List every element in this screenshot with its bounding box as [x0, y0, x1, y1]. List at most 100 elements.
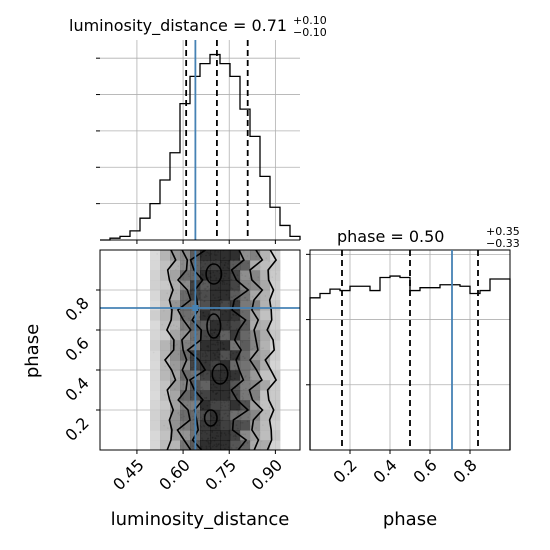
joint-density-cell	[150, 420, 161, 431]
joint-density-cell	[220, 310, 231, 321]
joint-density-cell	[150, 330, 161, 341]
joint-density-cell	[170, 280, 181, 291]
joint-density-cell	[220, 380, 231, 391]
joint-density-cell	[200, 270, 211, 281]
joint-density-cell	[180, 320, 191, 331]
phase-quantile-lines	[341, 250, 479, 450]
joint-density-cell	[170, 250, 181, 261]
joint-density-cell	[200, 320, 211, 331]
joint-density-cell	[260, 310, 271, 321]
joint-density-cell	[250, 250, 261, 261]
joint-density-cell	[210, 260, 221, 271]
joint-density-cell	[240, 370, 251, 381]
joint-density-cell	[160, 320, 171, 331]
joint-density-cell	[230, 270, 241, 281]
joint-contour-line	[163, 250, 177, 450]
joint-density-cell	[200, 280, 211, 291]
joint-density-cell	[230, 440, 241, 450]
joint-density-cell	[240, 350, 251, 361]
joint-density-cell	[250, 390, 261, 401]
joint-density-cell	[230, 400, 241, 411]
joint-density-cell	[240, 280, 251, 291]
joint-density-cell	[210, 300, 221, 311]
joint-density-cell	[270, 440, 281, 450]
joint-density-cell	[270, 350, 281, 361]
joint-density-cell	[220, 370, 231, 381]
joint-density-cell	[260, 300, 271, 311]
joint-density-cell	[150, 410, 161, 421]
joint-density-cell	[270, 360, 281, 371]
joint-density-cell	[230, 310, 241, 321]
joint-density-cell	[150, 290, 161, 301]
joint-density-cell	[160, 270, 171, 281]
joint-density-cell	[160, 340, 171, 351]
joint-contour-line	[264, 250, 278, 450]
joint-contour-line	[230, 250, 250, 450]
joint-density-cell	[230, 330, 241, 341]
joint-density-cell	[220, 400, 231, 411]
joint-density-cell	[260, 290, 271, 301]
joint-density-cell	[180, 340, 191, 351]
joint-density-cell	[150, 430, 161, 441]
joint-density-cell	[230, 360, 241, 371]
joint-density-cell	[170, 320, 181, 331]
joint-density-cell	[240, 420, 251, 431]
joint-density-cell	[150, 440, 161, 450]
ld-title: luminosity_distance = 0.71	[69, 16, 287, 36]
joint-density-cell	[210, 370, 221, 381]
joint-density-cell	[200, 370, 211, 381]
joint-density-cell	[160, 350, 171, 361]
ld-hist-steps	[100, 53, 301, 241]
joint-density-cell	[270, 380, 281, 391]
joint-density-cell	[250, 350, 261, 361]
joint-density-cell	[240, 270, 251, 281]
joint-density-cell	[180, 270, 191, 281]
joint-density-cell	[170, 350, 181, 361]
joint-density-cell	[150, 280, 161, 291]
joint-density-cell	[270, 260, 281, 271]
joint-density-cell	[160, 440, 171, 450]
joint-density-cell	[220, 300, 231, 311]
joint-density-cell	[230, 290, 241, 301]
joint-density-cell	[150, 370, 161, 381]
joint-density-cell	[260, 360, 271, 371]
joint-density-cell	[270, 410, 281, 421]
joint-density-cell	[180, 430, 191, 441]
joint-contour-blob	[206, 313, 222, 339]
joint-density-cell	[230, 380, 241, 391]
joint-density-cell	[210, 250, 221, 261]
joint-density-cell	[260, 340, 271, 351]
joint-density-cell	[210, 340, 221, 351]
joint-density-cell	[160, 330, 171, 341]
joint-density-cell	[210, 390, 221, 401]
joint-density-cell	[250, 300, 261, 311]
joint-density-cell	[160, 430, 171, 441]
joint-density-cell	[200, 400, 211, 411]
joint-density-cell	[260, 280, 271, 291]
joint-density-cell	[170, 430, 181, 441]
joint-density-cell	[210, 410, 221, 421]
joint-density-cell	[260, 270, 271, 281]
joint-density-cell	[250, 280, 261, 291]
joint-density-cell	[170, 360, 181, 371]
joint-density-cell	[180, 380, 191, 391]
joint-density-cell	[270, 320, 281, 331]
joint-density-cell	[240, 260, 251, 271]
joint-density-cell	[230, 250, 241, 261]
joint-density-cell	[180, 400, 191, 411]
luminosity-distance-hist-panel: luminosity_distance = 0.71 +0.10 −0.10	[69, 14, 327, 244]
joint-density-cell	[230, 340, 241, 351]
joint-density-cell	[230, 300, 241, 311]
joint-density-cell	[200, 290, 211, 301]
joint-density-cell	[150, 390, 161, 401]
joint-density-cell	[170, 440, 181, 450]
joint-density-cell	[160, 280, 171, 291]
joint-density-cell	[230, 410, 241, 421]
joint-density-cell	[160, 260, 171, 271]
joint-density-cell	[170, 420, 181, 431]
joint-density-cell	[210, 270, 221, 281]
joint-density-cell	[220, 430, 231, 441]
joint-density-cell	[270, 430, 281, 441]
joint-density-cell	[150, 400, 161, 411]
joint-density-cell	[260, 400, 271, 411]
